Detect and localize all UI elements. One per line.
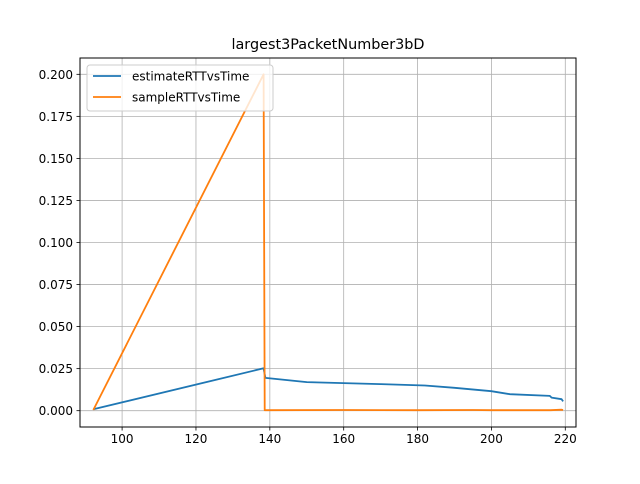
y-tick-label: 0.150 [39, 152, 73, 166]
y-axis: 0.000 0.025 0.050 0.075 0.100 0.125 0.150 0.175… [39, 68, 80, 418]
legend-label-0: estimateRTTvsTime [132, 70, 249, 84]
chart-title: largest3PacketNumber3bD [231, 37, 424, 53]
x-tick-label: 180 [406, 432, 429, 446]
series-line-1 [92, 73, 564, 412]
x-tick-label: 140 [258, 432, 281, 446]
y-tick-label: 0.025 [39, 362, 73, 376]
series-line-0 [93, 367, 564, 411]
y-tick-label: 0.100 [39, 236, 73, 250]
legend: estimateRTTvsTime sampleRTTvsTime [86, 64, 274, 112]
x-axis: 100 120 140 160 180 200 220 [111, 427, 577, 446]
legend-label-1: sampleRTTvsTime [132, 91, 240, 105]
y-tick-label: 0.075 [39, 278, 73, 292]
y-tick-label: 0.000 [39, 404, 73, 418]
y-tick-label: 0.050 [39, 320, 73, 334]
x-tick-label: 120 [185, 432, 208, 446]
x-tick-label: 220 [554, 432, 577, 446]
y-tick-label: 0.125 [39, 194, 73, 208]
y-tick-label: 0.175 [39, 110, 73, 124]
y-tick-label: 0.200 [39, 68, 73, 82]
legend-box [86, 64, 274, 112]
x-tick-label: 100 [111, 432, 134, 446]
series-lines [92, 73, 564, 412]
grid [80, 58, 576, 427]
x-tick-label: 200 [480, 432, 503, 446]
x-tick-label: 160 [332, 432, 355, 446]
